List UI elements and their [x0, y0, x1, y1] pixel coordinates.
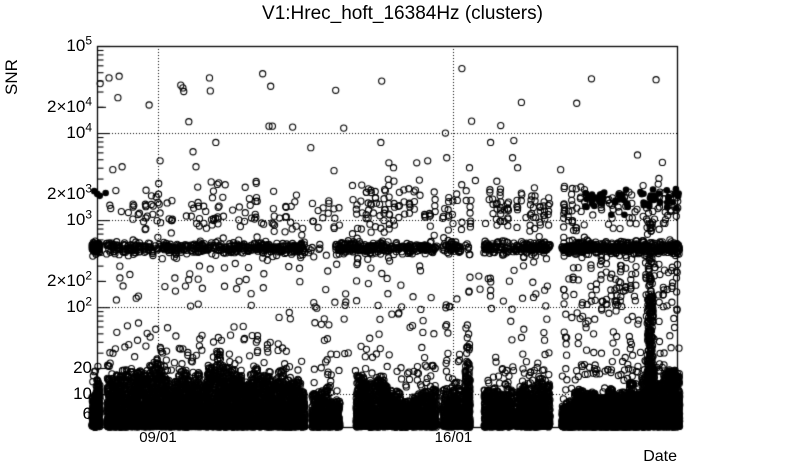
y-tick-label: 2×104 — [47, 94, 92, 116]
y-tick-label: 103 — [66, 207, 92, 230]
y-axis-title: SNR — [2, 59, 21, 95]
y-tick-label: 2×103 — [47, 181, 92, 203]
y-tick-label: 20 — [73, 357, 92, 377]
y-tick-label: 2×102 — [47, 268, 92, 290]
y-tick-label: 104 — [66, 120, 92, 143]
y-tick-label: 10 — [73, 384, 92, 404]
x-tick-label: 16/01 — [434, 429, 473, 446]
y-tick-label: 105 — [66, 33, 92, 55]
x-axis-title: Date — [643, 448, 677, 465]
y-tick-label: 6 — [82, 403, 92, 423]
x-tick-label: 09/01 — [139, 429, 177, 446]
plot-title: V1:Hrec_hoft_16384Hz (clusters) — [262, 3, 543, 24]
y-tick-label: 102 — [66, 294, 92, 317]
